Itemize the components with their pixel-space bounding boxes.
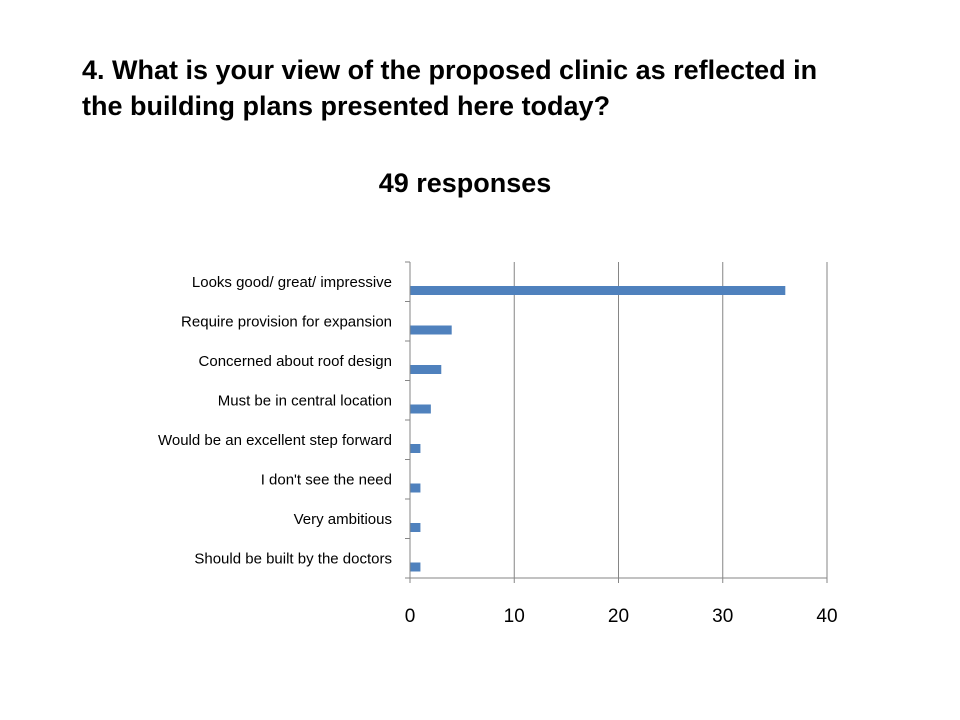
x-tick-label: 10 — [504, 606, 525, 627]
title-line-1: 4. What is your view of the proposed cli… — [82, 55, 818, 85]
bar — [410, 523, 421, 532]
slide-title: 4. What is your view of the proposed cli… — [82, 52, 902, 124]
tick-labels: 0 10 20 30 40 — [405, 606, 838, 627]
bar — [410, 286, 786, 295]
axes — [405, 261, 828, 583]
title-line-2: the building plans presented here today? — [82, 91, 611, 121]
bars — [410, 286, 786, 572]
category-label: Very ambitious — [294, 511, 392, 528]
x-tick-label: 20 — [608, 606, 629, 627]
bar — [410, 483, 421, 493]
x-tick-label: 0 — [405, 606, 416, 627]
x-tick-label: 40 — [816, 606, 837, 627]
category-label: Looks good/ great/ impressive — [192, 274, 392, 291]
responses-subtitle: 49 responses — [378, 168, 552, 198]
x-tick-label: 30 — [712, 606, 733, 627]
bar — [410, 562, 421, 572]
category-label: I don't see the need — [261, 472, 392, 489]
bar — [410, 444, 421, 453]
category-label: Must be in central location — [218, 393, 392, 410]
category-label: Concerned about roof design — [199, 353, 392, 370]
bar — [410, 404, 431, 414]
bar — [410, 365, 442, 374]
category-label: Would be an excellent step forward — [158, 432, 392, 449]
bar — [410, 325, 452, 335]
category-labels: Looks good/ great/ impressive Require pro… — [158, 274, 392, 568]
category-label: Should be built by the doctors — [194, 551, 392, 568]
gridlines — [513, 262, 828, 578]
category-label: Require provision for expansion — [181, 314, 392, 331]
